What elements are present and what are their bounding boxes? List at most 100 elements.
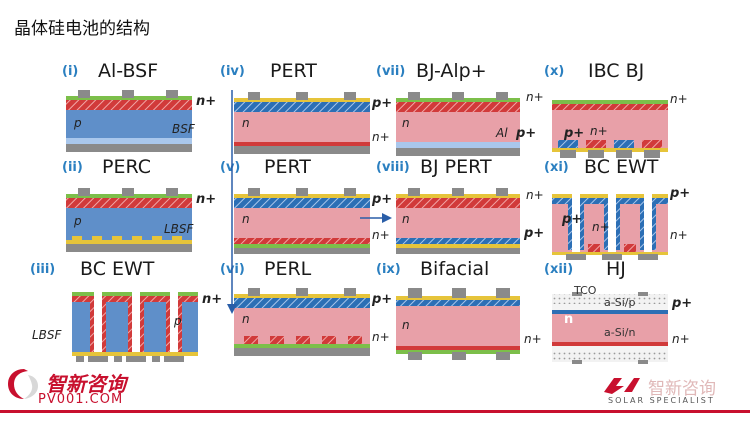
panel-bc-ewt-p: (iii) BC EWT n+ p LBSF xyxy=(30,258,222,362)
label-base: n xyxy=(242,116,250,130)
panel-title: BC EWT xyxy=(80,258,155,280)
swirl-logo-icon xyxy=(8,369,38,399)
label-a-si-p: a-Si/p xyxy=(604,296,636,309)
panel-number: (vii) xyxy=(376,64,406,79)
panel-number: (x) xyxy=(544,64,565,79)
cell-diagram xyxy=(396,188,520,254)
label-bsf-rear: n+ xyxy=(670,228,688,242)
label-emitter-front: p+ xyxy=(670,186,691,201)
label-a-si-n: a-Si/n xyxy=(604,326,636,339)
label-base: p xyxy=(74,116,82,130)
label-base: n xyxy=(564,312,574,327)
label-base: p xyxy=(174,314,182,328)
label-base: p xyxy=(74,214,82,228)
label-lbsf: LBSF xyxy=(32,328,62,342)
label-emitter: p+ xyxy=(564,126,585,141)
label-bsf: n+ xyxy=(372,330,390,344)
panel-number: (ii) xyxy=(62,160,83,175)
label-bsf: n+ xyxy=(590,124,608,138)
footer-divider xyxy=(0,410,750,413)
label-emitter: n+ xyxy=(202,292,223,307)
panel-title: IBC BJ xyxy=(588,60,645,82)
label-tco: TCO xyxy=(574,284,597,297)
logo-left: 智新咨询 PV001.COM xyxy=(6,366,166,410)
cell-diagram xyxy=(234,92,370,154)
logo-right-tagline: SOLAR SPECIALIST xyxy=(608,396,715,405)
panel-title: PERT xyxy=(270,60,317,82)
panel-number: (i) xyxy=(62,64,79,79)
panel-number: (viii) xyxy=(376,160,410,175)
panel-pert-a: (iv) PERT p+ n n+ xyxy=(220,60,393,160)
cell-diagram xyxy=(552,100,668,158)
label-emitter-wrap: p+ xyxy=(562,212,583,227)
cell-diagram xyxy=(396,92,520,156)
process-arrows xyxy=(227,90,392,314)
label-emitter: p+ xyxy=(372,96,393,111)
label-fsf: n+ xyxy=(670,92,688,106)
label-base: n xyxy=(242,312,250,326)
label-bsf: n+ xyxy=(372,130,390,144)
cell-diagram xyxy=(66,188,192,252)
panel-bc-ewt-n: (xi) BC EWT p+ p+ n+ n+ xyxy=(544,156,716,260)
label-bsf: n+ xyxy=(524,332,542,346)
panel-al-bsf: (i) Al-BSF n+ p BSF xyxy=(62,60,234,160)
arrow-right-icon xyxy=(382,213,392,223)
logo-left-name: 智新咨询 xyxy=(46,372,126,396)
panel-bj-alp: (vii) BJ-Alp+ n+ n Al p+ xyxy=(376,60,548,160)
panel-number: (iii) xyxy=(30,262,56,277)
label-base: n xyxy=(402,212,410,226)
panel-perc: (ii) PERC n+ p LBSF xyxy=(62,156,234,256)
panel-pert-b: (v) PERT p+ n n+ xyxy=(220,156,393,256)
label-emitter: n+ xyxy=(196,94,217,109)
panel-title: BC EWT xyxy=(584,156,659,178)
cell-diagram xyxy=(552,194,668,260)
panel-number: (ix) xyxy=(376,262,401,277)
label-bsf: n+ xyxy=(592,220,610,234)
panel-title: Al-BSF xyxy=(98,60,159,82)
label-al: Al xyxy=(496,126,508,140)
panel-title: BJ-Alp+ xyxy=(416,60,487,82)
label-bsf: n+ xyxy=(672,332,690,346)
panel-title: Bifacial xyxy=(420,258,490,280)
panel-number: (xi) xyxy=(544,160,569,175)
label-base: n xyxy=(402,318,410,332)
label-base: n xyxy=(402,116,410,130)
logo-left-url: PV001.COM xyxy=(38,392,124,407)
cell-diagram xyxy=(396,288,520,360)
label-emitter: p+ xyxy=(372,192,393,207)
panel-title: PERL xyxy=(264,258,312,280)
arrow-down-icon xyxy=(227,304,237,314)
panel-title: PERC xyxy=(102,156,151,178)
label-lbsf: LBSF xyxy=(164,222,194,236)
label-bsf: n+ xyxy=(372,228,390,242)
cell-diagram xyxy=(72,292,198,362)
label-emitter: n+ xyxy=(526,90,544,104)
panel-title: PERT xyxy=(264,156,311,178)
logo-right-name: 智新咨询 xyxy=(648,379,716,399)
panel-hj: (xii) HJ TCO a-Si/p n a-Si/n p+ n+ xyxy=(544,258,716,364)
label-emitter: n+ xyxy=(196,192,217,207)
cell-diagram xyxy=(234,288,370,356)
panel-title: BJ PERT xyxy=(420,156,492,178)
label-emitter: n+ xyxy=(526,188,544,202)
panel-perl: (vi) PERL p+ n n+ xyxy=(220,258,393,358)
cell-diagram xyxy=(552,292,668,364)
logo-right: 智新咨询 SOLAR SPECIALIST xyxy=(572,372,750,416)
panel-number: (iv) xyxy=(220,64,245,79)
cell-diagram xyxy=(66,90,192,152)
label-emitter: p+ xyxy=(672,296,693,311)
label-base: n xyxy=(242,212,250,226)
panel-title: HJ xyxy=(606,258,626,280)
label-bsf: BSF xyxy=(172,122,195,136)
label-emitter: p+ xyxy=(372,292,393,307)
page-title: 晶体硅电池的结构 xyxy=(14,19,150,39)
cell-diagram xyxy=(234,188,370,254)
panel-number: (xii) xyxy=(544,262,574,277)
label-bsf: p+ xyxy=(524,226,545,241)
brand-mark-icon xyxy=(604,378,640,394)
panel-number: (v) xyxy=(220,160,241,175)
panel-ibc-bj: (x) IBC BJ n+ p+ n+ xyxy=(544,60,716,160)
label-bsf: p+ xyxy=(516,126,537,141)
panel-bifacial: (ix) Bifacial n n+ xyxy=(376,258,548,360)
panel-bj-pert: (viii) BJ PERT n+ n p+ xyxy=(376,156,548,256)
